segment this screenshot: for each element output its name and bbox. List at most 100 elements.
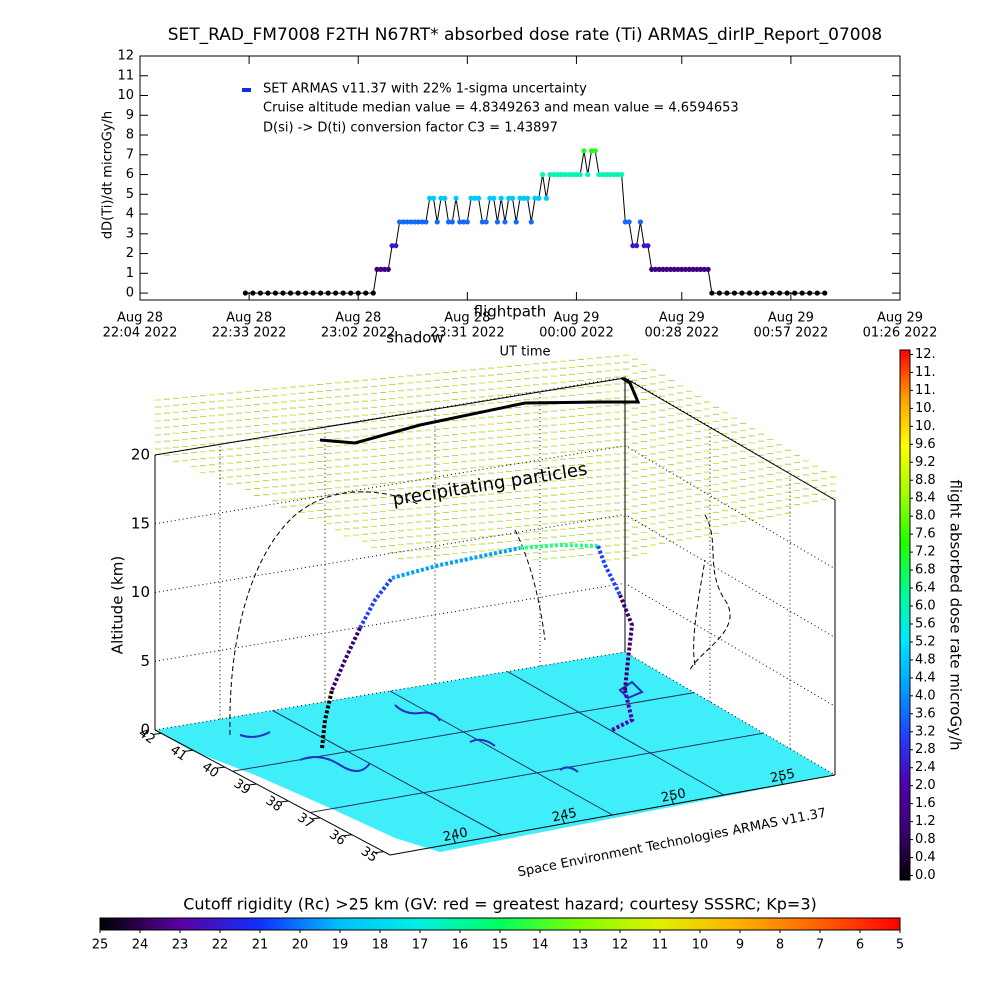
- data-point: [637, 219, 643, 225]
- x-tick-label: 23:02 2022: [321, 326, 396, 341]
- x-tick-label: Aug 29: [768, 311, 814, 326]
- data-point: [543, 195, 549, 201]
- colorbar-tick-label: 10.: [915, 419, 936, 434]
- data-point: [404, 219, 410, 225]
- colorbar-tick-label: 2.4: [915, 760, 936, 775]
- colorbar-tick-label: 3.2: [915, 724, 936, 739]
- data-point: [814, 290, 820, 296]
- data-point: [430, 195, 437, 201]
- colorbar-tick-label: 10: [692, 938, 709, 953]
- lon-tick-label: 245: [551, 806, 578, 826]
- projection: [514, 529, 546, 641]
- data-point: [476, 195, 482, 201]
- data-point: [397, 219, 403, 225]
- y-tick-label: 5: [126, 187, 134, 202]
- data-point: [389, 243, 395, 249]
- data-point: [340, 290, 346, 296]
- annotation: D(si) -> D(ti) conversion factor C3 = 1.…: [263, 121, 558, 136]
- lat-tick: [312, 817, 321, 820]
- lat-tick-label: 36: [326, 827, 348, 849]
- data-point: [423, 219, 429, 225]
- lon-tick: [561, 815, 565, 824]
- z-tick-label: 15: [131, 514, 150, 532]
- data-point: [272, 290, 279, 296]
- data-point: [664, 266, 670, 272]
- data-point: [649, 266, 655, 272]
- projection: [689, 514, 731, 671]
- lon-tick: [451, 835, 456, 844]
- colorbar-tick-label: 4.0: [915, 688, 936, 703]
- data-point: [468, 195, 474, 201]
- x-tick-label: Aug 29: [659, 311, 705, 326]
- data-point: [385, 266, 391, 272]
- y-tick-label: 10: [117, 88, 134, 103]
- data-point: [412, 219, 418, 225]
- ground-surface: [155, 652, 835, 852]
- lat-tick-label: 39: [231, 776, 253, 798]
- data-point: [822, 290, 828, 296]
- chart-title: SET_RAD_FM7008 F2TH N67RT* absorbed dose…: [168, 25, 882, 45]
- data-point: [517, 195, 523, 201]
- x-tick-label: Aug 29: [553, 311, 599, 326]
- z-tick-label: 20: [131, 446, 150, 464]
- data-point: [265, 290, 271, 296]
- data-point: [724, 290, 730, 296]
- data-point: [641, 243, 647, 249]
- y-tick-label: 9: [126, 108, 134, 123]
- data-point: [603, 171, 610, 178]
- y-tick-label: 12: [117, 49, 134, 64]
- data-point: [491, 195, 497, 201]
- z-tick-label: 0: [140, 721, 150, 739]
- data-point: [558, 171, 564, 178]
- data-point: [257, 290, 263, 296]
- colorbar-tick-label: 19: [332, 938, 349, 953]
- colorbar-tick-label: 23: [172, 938, 189, 953]
- colorbar-tick-label: 6: [856, 938, 864, 953]
- data-point: [585, 171, 591, 178]
- data-point: [694, 266, 700, 272]
- data-point: [524, 195, 531, 201]
- y-tick-label: 4: [126, 207, 134, 222]
- lat-tick-label: 35: [358, 844, 380, 866]
- lat-tick: [185, 749, 194, 752]
- lat-tick-label: 37: [294, 810, 316, 832]
- colorbar-tick-label: 11.: [915, 383, 936, 398]
- data-point: [792, 290, 798, 296]
- y-tick-label: 3: [126, 226, 134, 241]
- ground-contour: [299, 755, 371, 772]
- grid-line: [154, 376, 836, 501]
- ground-contour: [469, 738, 496, 747]
- x-tick-label: Aug 29: [877, 311, 923, 326]
- colorbar-tick-label: 6.8: [915, 563, 936, 578]
- colorbar: [99, 917, 901, 931]
- legend-label: SET ARMAS v11.37 with 22% 1-sigma uncert…: [263, 82, 587, 97]
- y-tick-label: 0: [126, 286, 134, 301]
- lon-tick-label: 255: [769, 766, 796, 786]
- colorbar-tick-label: 8: [776, 938, 784, 953]
- x-tick-label: Aug 28: [444, 311, 490, 326]
- colorbar-tick-label: 12: [612, 938, 629, 953]
- data-point: [460, 219, 467, 225]
- data-point: [464, 219, 470, 225]
- data-point: [479, 219, 485, 225]
- box-edge: [154, 377, 626, 456]
- flight-path: [596, 545, 622, 596]
- box-edge: [624, 377, 836, 501]
- data-point: [615, 171, 621, 178]
- colorbar-tick-label: 17: [412, 938, 429, 953]
- z-tick-label: 5: [140, 652, 150, 670]
- colorbar: [899, 349, 911, 881]
- data-point: [716, 290, 723, 296]
- data-point: [378, 266, 384, 272]
- flight-path: [330, 627, 362, 691]
- z-axis-label: Altitude (km): [109, 556, 127, 654]
- colorbar-tick-label: 9.2: [915, 455, 936, 470]
- colorbar-tick-label: 18: [372, 938, 389, 953]
- data-point: [487, 195, 493, 201]
- y-tick-label: 6: [126, 167, 134, 182]
- colorbar-tick-label: 10.: [915, 401, 936, 416]
- data-point: [453, 195, 459, 201]
- data-point: [302, 290, 309, 296]
- x-tick-label: 01:26 2022: [863, 326, 938, 341]
- data-point: [355, 290, 361, 296]
